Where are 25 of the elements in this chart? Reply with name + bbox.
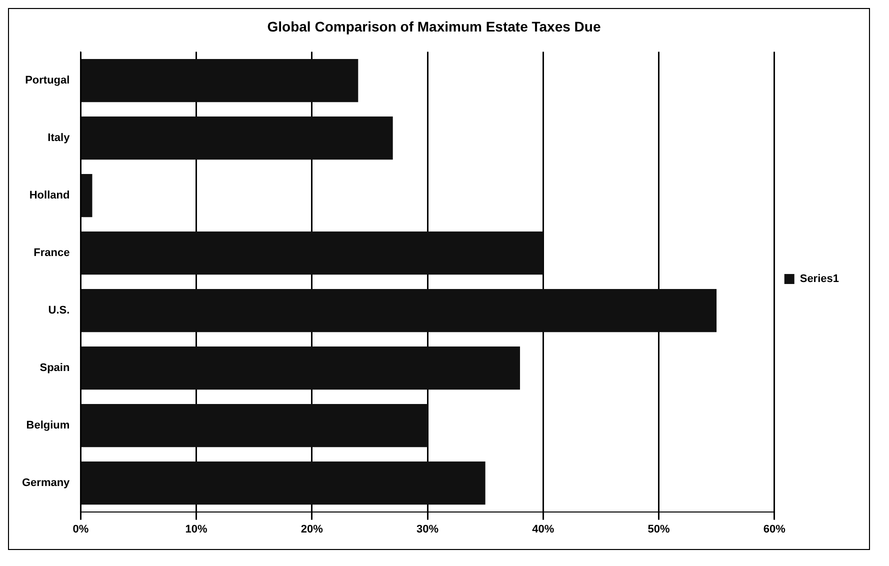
legend-label: Series1 [800, 273, 840, 286]
bar [81, 58, 358, 102]
x-tick-label: 60% [763, 523, 786, 536]
bar [81, 461, 486, 505]
y-tick-label: Portugal [25, 74, 70, 87]
y-tick-label: Germany [22, 477, 71, 490]
y-tick-label: Holland [29, 190, 70, 202]
bar [81, 404, 428, 448]
x-tick-label: 0% [72, 523, 89, 536]
x-tick-label: 10% [185, 523, 208, 536]
y-tick-label: U.S. [48, 304, 70, 317]
bar [81, 231, 544, 275]
bar [81, 288, 717, 332]
x-tick-label: 50% [648, 523, 670, 536]
y-tick-label: Spain [40, 362, 70, 374]
x-tick-label: 30% [416, 523, 439, 536]
y-tick-label: France [34, 247, 70, 260]
y-tick-label: Italy [48, 132, 71, 144]
bar [81, 346, 520, 390]
x-tick-label: 40% [532, 523, 554, 536]
chart-title: Global Comparison of Maximum Estate Taxes Due [267, 18, 601, 34]
bar [81, 174, 92, 218]
bar [81, 116, 393, 160]
y-tick-label: Belgium [26, 420, 70, 432]
x-tick-label: 20% [300, 523, 324, 536]
